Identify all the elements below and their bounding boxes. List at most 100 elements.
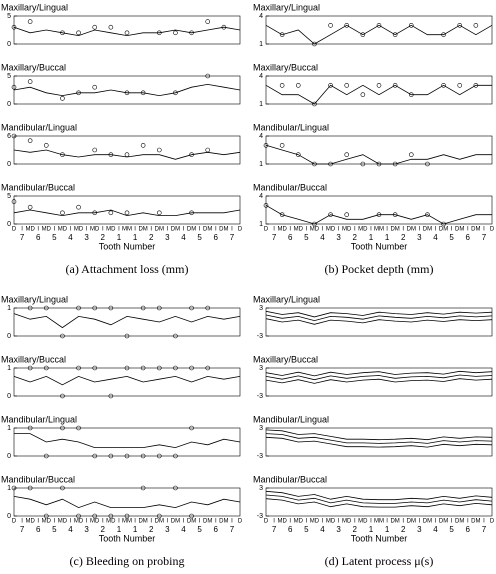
fit-line <box>265 204 492 225</box>
tooth-label: 4 <box>181 525 186 534</box>
site-label: I <box>183 519 185 525</box>
tooth-label: 5 <box>449 233 454 242</box>
site-label: I <box>167 519 169 525</box>
observation <box>392 212 398 217</box>
tooth-label: 7 <box>272 233 277 242</box>
site-label: I <box>338 227 340 233</box>
tooth-label: 4 <box>433 233 438 242</box>
subplot-title: Maxillary/Lingual <box>253 294 320 304</box>
caption: (b) Pocket depth (mm) <box>325 262 434 276</box>
site-label: DM <box>171 227 180 233</box>
observation <box>328 23 333 28</box>
tooth-label: 2 <box>101 233 106 242</box>
subplot-title: Maxillary/Lingual <box>253 2 320 12</box>
observation <box>108 305 114 311</box>
site-label: MD <box>326 227 336 233</box>
site-label: DM <box>407 227 416 233</box>
site-label: I <box>386 519 388 525</box>
tooth-label: 7 <box>230 233 235 242</box>
site-label: I <box>70 227 72 233</box>
site-label: I <box>451 227 453 233</box>
site-label: DM <box>455 519 464 525</box>
tooth-label: 2 <box>149 525 154 534</box>
observation <box>27 79 33 84</box>
y-tick-label: 0 <box>7 333 11 340</box>
tooth-label: 7 <box>20 525 25 534</box>
site-label: DM <box>439 519 448 525</box>
observation <box>27 19 33 24</box>
site-label: I <box>289 519 291 525</box>
tooth-label: 3 <box>417 525 422 534</box>
observation <box>92 305 98 311</box>
observation <box>108 513 114 519</box>
site-label: MD <box>294 519 304 525</box>
site-label: I <box>419 519 421 525</box>
observation <box>473 23 479 28</box>
site-label: I <box>467 519 469 525</box>
tooth-label: 4 <box>320 233 325 242</box>
site-label: I <box>86 227 88 233</box>
observation <box>27 305 33 311</box>
observation <box>205 147 211 153</box>
observation <box>376 83 382 88</box>
site-label: MM <box>374 227 384 233</box>
observation <box>140 453 146 459</box>
y-tick-label: 6 <box>7 133 11 140</box>
site-label: I <box>289 227 291 233</box>
tooth-label: 1 <box>133 233 138 242</box>
site-label: DM <box>219 227 228 233</box>
observation <box>392 83 398 88</box>
observation <box>124 365 130 371</box>
y-tick-label: -3 <box>257 513 263 520</box>
site-label: MD <box>294 227 304 233</box>
subplot-title: Mandibular/Buccal <box>1 182 75 192</box>
plot-frame <box>265 307 493 337</box>
observation <box>140 485 146 491</box>
site-label: MM <box>374 519 384 525</box>
observation <box>92 147 98 153</box>
observation <box>441 221 446 227</box>
subplot-title: Mandibular/Buccal <box>253 182 327 192</box>
site-label: I <box>118 519 120 525</box>
observation <box>205 305 211 311</box>
site-label: I <box>338 519 340 525</box>
site-label: DM <box>138 227 147 233</box>
observation <box>140 143 146 148</box>
y-tick-label: 1 <box>259 161 263 168</box>
site-label: I <box>102 227 104 233</box>
fit-line <box>265 378 493 384</box>
site-label: I <box>134 227 136 233</box>
site-label: MD <box>106 227 116 233</box>
site-label: I <box>402 227 404 233</box>
site-label: MD <box>42 519 52 525</box>
observation <box>60 96 65 101</box>
fit-line <box>265 144 492 165</box>
observation <box>156 210 162 216</box>
observation <box>189 305 194 311</box>
observation <box>27 365 33 371</box>
observation <box>173 453 178 459</box>
y-tick-label: 1 <box>7 365 11 372</box>
observation <box>173 30 178 36</box>
fit-line <box>265 374 493 381</box>
tooth-label: 5 <box>304 233 309 242</box>
observation <box>189 210 194 216</box>
plot-frame <box>13 367 241 397</box>
observation <box>156 30 162 36</box>
subplot-title: Maxillary/Buccal <box>253 354 318 364</box>
site-label: MD <box>106 519 116 525</box>
observation <box>425 161 430 167</box>
site-label: D <box>238 227 243 233</box>
observation <box>124 453 130 459</box>
plot-frame <box>13 487 241 517</box>
site-label: MD <box>358 519 368 525</box>
tooth-label: 4 <box>433 525 438 534</box>
observation <box>60 485 65 491</box>
site-label: MD <box>58 227 68 233</box>
tooth-label: 5 <box>449 525 454 534</box>
site-label: DM <box>155 227 164 233</box>
x-axis-label: Tooth Number <box>351 533 408 543</box>
site-label: I <box>150 519 152 525</box>
observation <box>76 365 81 371</box>
site-label: D <box>264 227 269 233</box>
